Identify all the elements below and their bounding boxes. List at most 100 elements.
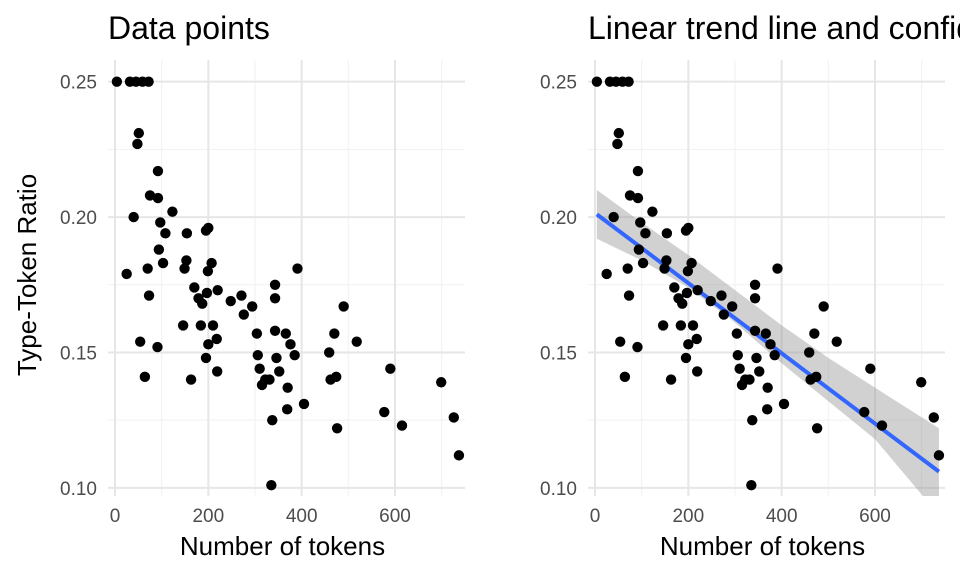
- data-point: [762, 404, 773, 415]
- data-point: [453, 450, 465, 461]
- data-point: [331, 423, 343, 434]
- data-point: [379, 406, 390, 418]
- data-point: [619, 371, 631, 383]
- data-point: [203, 339, 214, 350]
- data-point: [195, 320, 207, 331]
- data-point: [266, 479, 277, 491]
- data-point: [324, 347, 335, 358]
- data-point: [207, 320, 219, 331]
- data-point: [329, 328, 340, 339]
- data-point: [225, 295, 236, 307]
- data-point: [928, 412, 939, 423]
- y-axis-title: Type-Token Ratio: [12, 174, 42, 376]
- data-point: [632, 192, 644, 204]
- data-point: [436, 377, 447, 388]
- data-point: [282, 404, 293, 415]
- data-point: [613, 127, 624, 139]
- data-point: [269, 293, 281, 304]
- data-point: [692, 366, 703, 377]
- data-point: [680, 352, 692, 364]
- data-point: [252, 349, 263, 361]
- panel-1: 0 200 400 600 0.10 0.15 0.20 0.25 Number of toke…: [12, 10, 465, 561]
- data-point: [282, 382, 293, 393]
- data-point: [608, 211, 619, 223]
- data-point: [916, 377, 927, 388]
- y-tick-label: 0.20: [540, 208, 577, 229]
- data-point: [687, 320, 699, 331]
- data-point: [269, 279, 281, 290]
- x-tick-label: 200: [192, 506, 224, 527]
- data-point: [811, 423, 823, 434]
- data-point: [818, 301, 829, 312]
- data-point: [385, 363, 396, 374]
- y-tick-label: 0.10: [60, 479, 97, 500]
- data-point: [632, 341, 643, 353]
- data-point: [135, 336, 146, 347]
- data-point: [189, 282, 200, 293]
- data-point: [280, 328, 291, 339]
- data-point: [661, 228, 673, 239]
- data-point: [727, 301, 738, 312]
- data-point: [153, 244, 165, 255]
- data-point: [181, 228, 193, 239]
- data-point: [716, 290, 727, 301]
- data-point: [212, 284, 223, 296]
- panel-2: 0 200 400 600 0.10 0.15 0.20 0.25 Number of toke…: [540, 10, 960, 561]
- data-point: [160, 228, 171, 239]
- data-point: [274, 366, 285, 377]
- x-tick-label: 200: [672, 506, 704, 527]
- data-point: [622, 263, 633, 274]
- data-point: [675, 320, 687, 331]
- data-point: [809, 328, 820, 339]
- data-point: [876, 420, 888, 431]
- data-point: [177, 320, 189, 331]
- data-point: [203, 222, 214, 234]
- data-point: [121, 268, 132, 280]
- data-point: [635, 217, 646, 228]
- data-point: [624, 190, 636, 201]
- data-point: [615, 336, 626, 347]
- data-point: [640, 228, 651, 239]
- data-point: [683, 222, 694, 234]
- y-tick-label: 0.15: [60, 343, 97, 364]
- data-point: [749, 279, 761, 290]
- data-point: [238, 309, 249, 320]
- data-point: [772, 263, 783, 274]
- data-point: [657, 320, 669, 331]
- data-point: [212, 366, 223, 377]
- data-point: [142, 263, 153, 274]
- y-tick-label: 0.20: [60, 208, 97, 229]
- x-axis-title: Number of tokens: [180, 531, 385, 561]
- data-point: [251, 328, 263, 339]
- data-point: [143, 290, 155, 301]
- x-tick-label: 0: [110, 506, 121, 527]
- data-point: [298, 398, 310, 410]
- data-point: [811, 371, 822, 383]
- data-point: [665, 374, 677, 385]
- data-point: [859, 406, 870, 418]
- data-point: [746, 479, 757, 491]
- data-point: [591, 76, 603, 87]
- data-point: [396, 420, 408, 431]
- data-point: [179, 263, 190, 274]
- data-point: [718, 309, 729, 320]
- data-point: [749, 293, 761, 304]
- x-axis-title: Number of tokens: [660, 531, 865, 561]
- data-point: [691, 333, 702, 345]
- data-point: [623, 76, 634, 87]
- panel-title: Linear trend line and confidence interva…: [588, 10, 960, 46]
- data-point: [747, 414, 758, 426]
- data-point: [637, 257, 649, 269]
- data-point: [144, 190, 156, 201]
- data-point: [677, 298, 688, 309]
- data-point: [762, 382, 773, 393]
- x-tick-label: 400: [766, 506, 798, 527]
- data-point: [267, 414, 278, 426]
- data-point: [197, 298, 208, 309]
- data-point: [111, 76, 123, 87]
- data-point: [143, 76, 154, 87]
- data-point: [633, 244, 645, 255]
- data-point: [448, 412, 459, 423]
- data-point: [765, 339, 776, 350]
- data-point: [831, 336, 842, 347]
